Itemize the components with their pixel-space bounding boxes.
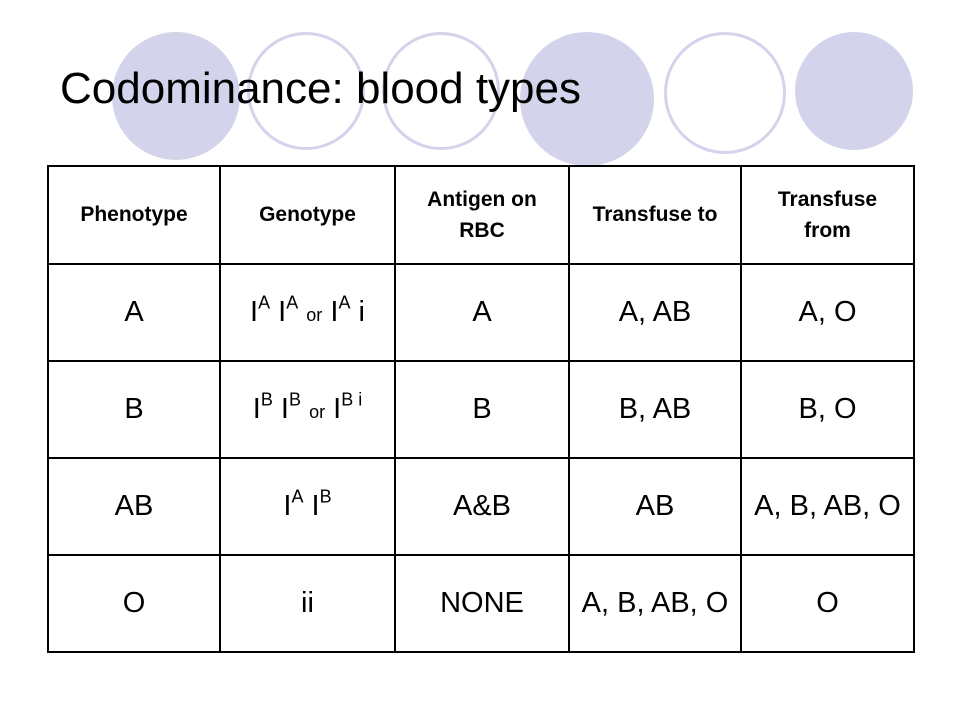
genotype-cell: IA IA or IA i <box>219 263 396 362</box>
blood-type-table: Phenotype Genotype Antigen on RBC Transf… <box>47 165 915 653</box>
decor-circle-3 <box>382 32 500 150</box>
transfuse-to-cell: A, B, AB, O <box>568 554 742 653</box>
phenotype-cell: A <box>47 263 221 362</box>
phenotype-cell: AB <box>47 457 221 556</box>
decor-circle-6 <box>795 32 913 150</box>
genotype-cell: IA IB <box>219 457 396 556</box>
table-header-row: Phenotype Genotype Antigen on RBC Transf… <box>47 165 915 265</box>
header-antigen: Antigen on RBC <box>394 165 570 265</box>
transfuse-to-cell: AB <box>568 457 742 556</box>
genotype-cell: IB IB or IB i <box>219 360 396 459</box>
header-transfuse-to: Transfuse to <box>568 165 742 265</box>
header-phenotype: Phenotype <box>47 165 221 265</box>
phenotype-cell: O <box>47 554 221 653</box>
antigen-cell: A&B <box>394 457 570 556</box>
transfuse-from-cell: A, O <box>740 263 915 362</box>
transfuse-to-cell: A, AB <box>568 263 742 362</box>
antigen-cell: B <box>394 360 570 459</box>
decor-circle-2 <box>247 32 365 150</box>
decor-circle-5 <box>664 32 786 154</box>
transfuse-from-cell: A, B, AB, O <box>740 457 915 556</box>
table-row: A IA IA or IA i A A, AB A, O <box>47 263 915 362</box>
header-transfuse-from: Transfuse from <box>740 165 915 265</box>
decor-circle-1 <box>112 32 240 160</box>
table-row: AB IA IB A&B AB A, B, AB, O <box>47 457 915 556</box>
phenotype-cell: B <box>47 360 221 459</box>
genotype-cell: ii <box>219 554 396 653</box>
header-genotype: Genotype <box>219 165 396 265</box>
transfuse-from-cell: O <box>740 554 915 653</box>
transfuse-from-cell: B, O <box>740 360 915 459</box>
antigen-cell: A <box>394 263 570 362</box>
table-row: O ii NONE A, B, AB, O O <box>47 554 915 653</box>
decor-circle-4 <box>520 32 654 166</box>
antigen-cell: NONE <box>394 554 570 653</box>
table-row: B IB IB or IB i B B, AB B, O <box>47 360 915 459</box>
slide-title: Codominance: blood types <box>60 64 581 113</box>
transfuse-to-cell: B, AB <box>568 360 742 459</box>
